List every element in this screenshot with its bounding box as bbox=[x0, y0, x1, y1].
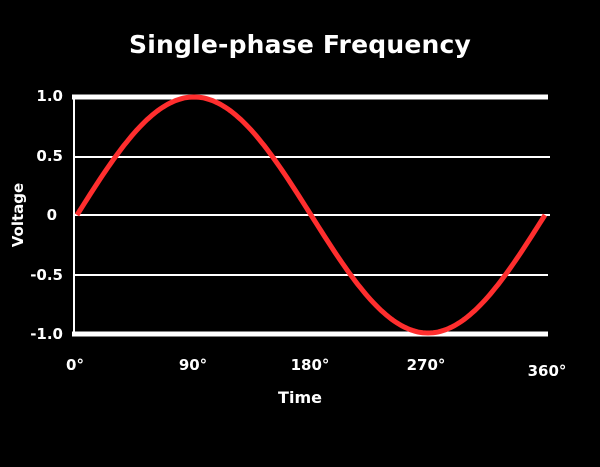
x-tick-label: 270° bbox=[406, 356, 446, 374]
y-tick-label: 0.5 bbox=[36, 147, 63, 165]
y-tick-label: 1.0 bbox=[36, 87, 63, 105]
x-tick-label: 180° bbox=[290, 356, 330, 374]
y-axis-label: Voltage bbox=[9, 182, 27, 248]
voltage-curve bbox=[74, 94, 548, 336]
x-tick-label: 0° bbox=[66, 356, 84, 374]
chart-title: Single-phase Frequency bbox=[129, 30, 471, 59]
x-tick-label: 360° bbox=[527, 362, 567, 380]
y-tick-label: -1.0 bbox=[30, 325, 63, 343]
x-tick-label: 90° bbox=[178, 356, 208, 374]
x-axis-label: Time bbox=[278, 388, 322, 407]
y-tick-label: -0.5 bbox=[30, 266, 63, 284]
y-tick-label: 0 bbox=[46, 206, 57, 224]
